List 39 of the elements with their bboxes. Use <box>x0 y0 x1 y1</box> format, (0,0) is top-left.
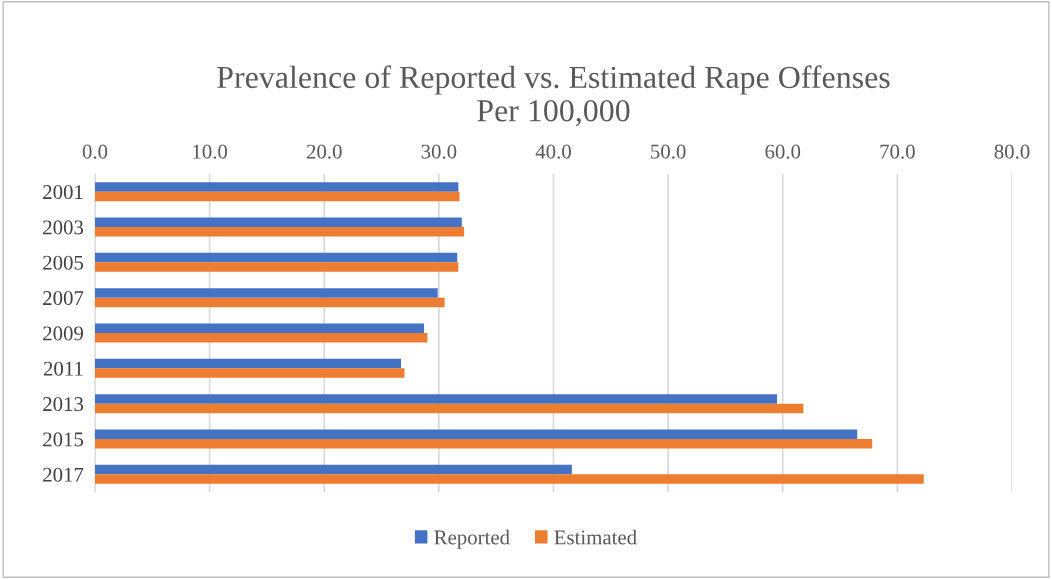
bar <box>95 429 858 439</box>
bar <box>95 182 459 192</box>
bar <box>95 394 778 404</box>
bar <box>95 474 924 484</box>
x-tick-label: 0.0 <box>82 144 108 159</box>
y-tick-label: 2005 <box>43 255 84 270</box>
bar <box>95 191 460 202</box>
y-tick-label: 2015 <box>43 432 84 447</box>
y-tick-label: 2017 <box>43 467 84 482</box>
y-tick-label: 2009 <box>43 326 84 341</box>
y-tick-label: 2003 <box>43 220 84 235</box>
y-tick-label: 2013 <box>43 397 84 412</box>
x-tick-label: 50.0 <box>651 144 686 159</box>
bar <box>95 217 462 227</box>
x-tick-label: 40.0 <box>535 144 571 159</box>
bar <box>95 464 572 475</box>
x-tick-label: 30.0 <box>421 144 457 159</box>
bar <box>95 333 428 343</box>
x-tick-label: 80.0 <box>994 144 1030 159</box>
legend-label: Estimated <box>554 529 637 545</box>
bar <box>95 252 458 263</box>
x-tick-label: 70.0 <box>880 144 915 159</box>
y-tick-label: 2011 <box>43 361 83 376</box>
bar <box>95 227 465 237</box>
x-tick-label: 10.0 <box>193 144 228 159</box>
bar <box>95 358 402 369</box>
y-tick-label: 2001 <box>43 185 83 200</box>
x-tick-label: 60.0 <box>765 144 801 159</box>
bar <box>95 403 804 414</box>
bar <box>95 288 438 298</box>
x-tick-label: 20.0 <box>306 144 342 159</box>
bar <box>95 439 873 449</box>
bar <box>95 368 405 378</box>
bar <box>95 262 459 272</box>
bar <box>95 297 445 308</box>
bar <box>95 323 424 333</box>
y-tick-label: 2007 <box>43 291 84 306</box>
legend-label: Reported <box>434 529 510 549</box>
chart-title: Prevalence of Reported vs. Estimated Rape Offenses Per 100,000 <box>217 65 890 127</box>
